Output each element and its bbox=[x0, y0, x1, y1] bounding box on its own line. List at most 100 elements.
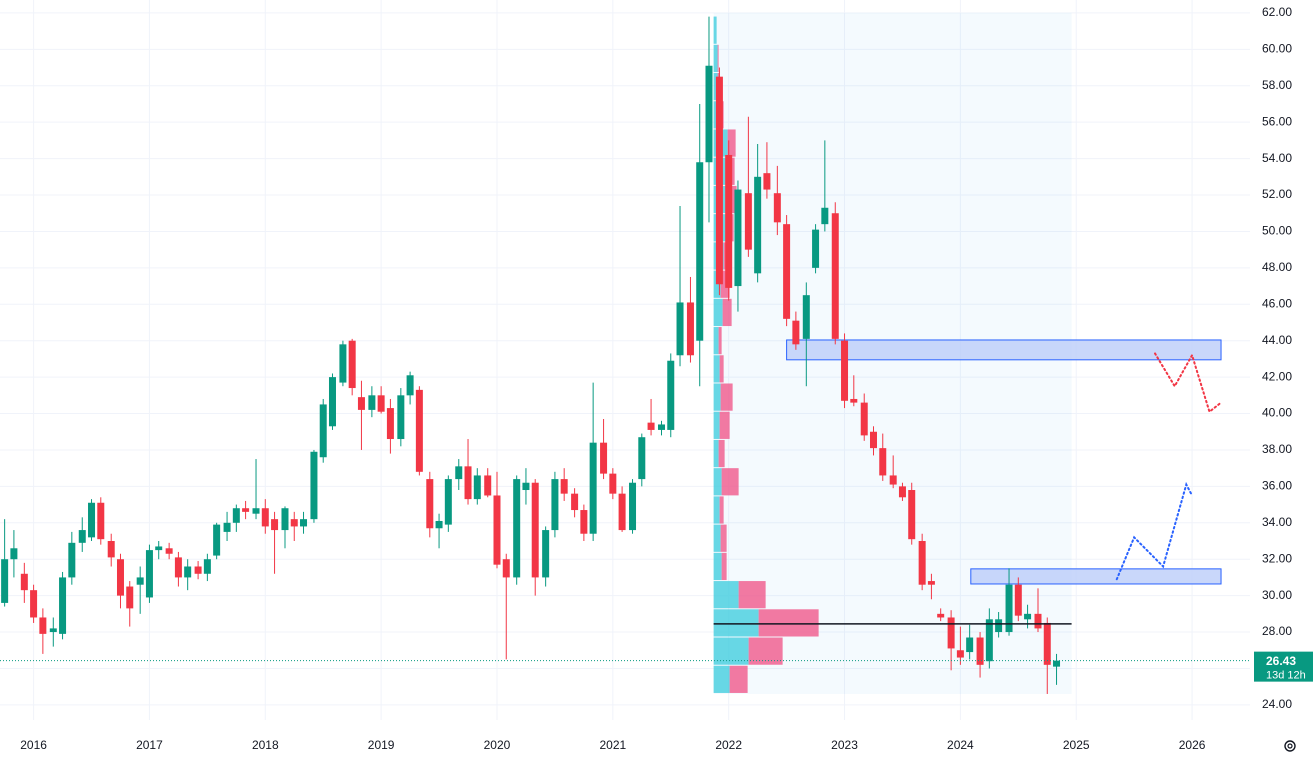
candle-body bbox=[10, 548, 18, 560]
profile-sell bbox=[722, 298, 732, 327]
x-tick-label: 2026 bbox=[1179, 738, 1206, 752]
candle-body bbox=[638, 437, 646, 480]
y-tick-label: 30.00 bbox=[1262, 588, 1292, 602]
candle-body bbox=[1014, 584, 1022, 616]
candle-body bbox=[30, 590, 38, 618]
candle-body bbox=[261, 508, 269, 527]
candle-body bbox=[618, 493, 626, 531]
candle-body bbox=[426, 479, 434, 529]
candle-body bbox=[542, 530, 550, 578]
candle-body bbox=[580, 510, 588, 534]
price-label-bg bbox=[1254, 651, 1313, 682]
x-tick-label: 2023 bbox=[831, 738, 858, 752]
candle-body bbox=[647, 422, 655, 430]
profile-buy bbox=[713, 665, 730, 693]
y-tick-label: 42.00 bbox=[1262, 369, 1292, 383]
profile-buy bbox=[713, 496, 720, 524]
candle-body bbox=[242, 508, 250, 512]
candle-body bbox=[464, 466, 472, 500]
candle-body bbox=[551, 479, 559, 531]
candle-body bbox=[783, 224, 791, 319]
profile-sell bbox=[738, 581, 766, 609]
profile-sell bbox=[719, 411, 730, 439]
y-tick-label: 62.00 bbox=[1262, 5, 1292, 19]
projection bbox=[1115, 481, 1194, 581]
candle-body bbox=[455, 466, 463, 480]
candle-body bbox=[918, 541, 926, 585]
candle-body bbox=[116, 559, 124, 596]
candle-body bbox=[213, 524, 221, 556]
candle-body bbox=[715, 76, 723, 285]
candle-body bbox=[397, 395, 405, 440]
x-tick-label: 2021 bbox=[599, 738, 626, 752]
candle-body bbox=[734, 189, 742, 287]
candle-body bbox=[155, 546, 163, 551]
profile-buy bbox=[713, 439, 719, 468]
candle-body bbox=[609, 473, 617, 494]
profile-buy bbox=[713, 637, 749, 665]
candle-body bbox=[252, 508, 260, 514]
profile-buy bbox=[713, 298, 723, 327]
candle-body bbox=[667, 360, 675, 430]
y-tick-label: 44.00 bbox=[1262, 333, 1292, 347]
profile-sell bbox=[720, 383, 733, 411]
candle-body bbox=[869, 431, 877, 449]
candle-body bbox=[165, 548, 173, 554]
candle-body bbox=[493, 495, 501, 565]
profile-buy bbox=[713, 44, 718, 73]
profile-buy bbox=[713, 16, 717, 44]
candle-body bbox=[589, 442, 597, 534]
profile-sell bbox=[729, 665, 748, 693]
profile-sell bbox=[727, 129, 736, 157]
profile-sell bbox=[720, 270, 730, 298]
candle-body bbox=[821, 207, 829, 225]
candle-body bbox=[850, 398, 858, 403]
candle-body bbox=[908, 490, 916, 540]
countdown: 13d 12h bbox=[1266, 670, 1306, 682]
profile-buy bbox=[713, 609, 759, 637]
y-tick-label: 28.00 bbox=[1262, 624, 1292, 638]
candle-body bbox=[985, 619, 993, 662]
candle-body bbox=[629, 482, 637, 531]
candle-body bbox=[773, 193, 781, 223]
profile-sell bbox=[718, 439, 725, 468]
candle-body bbox=[1005, 584, 1013, 633]
candle-body bbox=[435, 520, 443, 529]
candle-body bbox=[281, 508, 289, 531]
settings-icon[interactable] bbox=[1284, 740, 1296, 752]
candle-body bbox=[415, 389, 423, 472]
candle-body bbox=[792, 320, 800, 345]
candle-body bbox=[889, 475, 897, 485]
y-tick-label: 50.00 bbox=[1262, 224, 1292, 238]
profile-buy bbox=[713, 468, 722, 496]
candle-body bbox=[357, 397, 365, 410]
plot: 24.0026.0028.0030.0032.0034.0036.0038.00… bbox=[0, 5, 1313, 752]
candle-body bbox=[879, 448, 887, 476]
y-tick-label: 54.00 bbox=[1262, 151, 1292, 165]
candle-body bbox=[59, 577, 67, 634]
candle-body bbox=[126, 586, 134, 609]
candle-body bbox=[898, 486, 906, 498]
candle-body bbox=[744, 193, 752, 250]
profile-sell bbox=[721, 468, 739, 496]
y-tick-label: 32.00 bbox=[1262, 551, 1292, 565]
y-tick-label: 24.00 bbox=[1262, 697, 1292, 711]
candle-body bbox=[763, 173, 771, 190]
y-tick-label: 60.00 bbox=[1262, 42, 1292, 56]
x-tick-label: 2018 bbox=[252, 738, 279, 752]
candle-body bbox=[1024, 613, 1032, 620]
candle-body bbox=[571, 493, 579, 511]
gear[interactable] bbox=[1284, 740, 1296, 752]
candle-body bbox=[676, 302, 684, 356]
x-tick-label: 2024 bbox=[947, 738, 974, 752]
candle-body bbox=[310, 451, 318, 520]
y-tick-label: 34.00 bbox=[1262, 515, 1292, 529]
candle-body bbox=[328, 377, 336, 427]
candle-body bbox=[812, 229, 820, 268]
candle-body bbox=[184, 566, 192, 578]
gear-hub[interactable] bbox=[1287, 743, 1293, 749]
candle-body bbox=[39, 617, 47, 634]
y-tick-label: 52.00 bbox=[1262, 187, 1292, 201]
profile-buy bbox=[713, 411, 720, 439]
